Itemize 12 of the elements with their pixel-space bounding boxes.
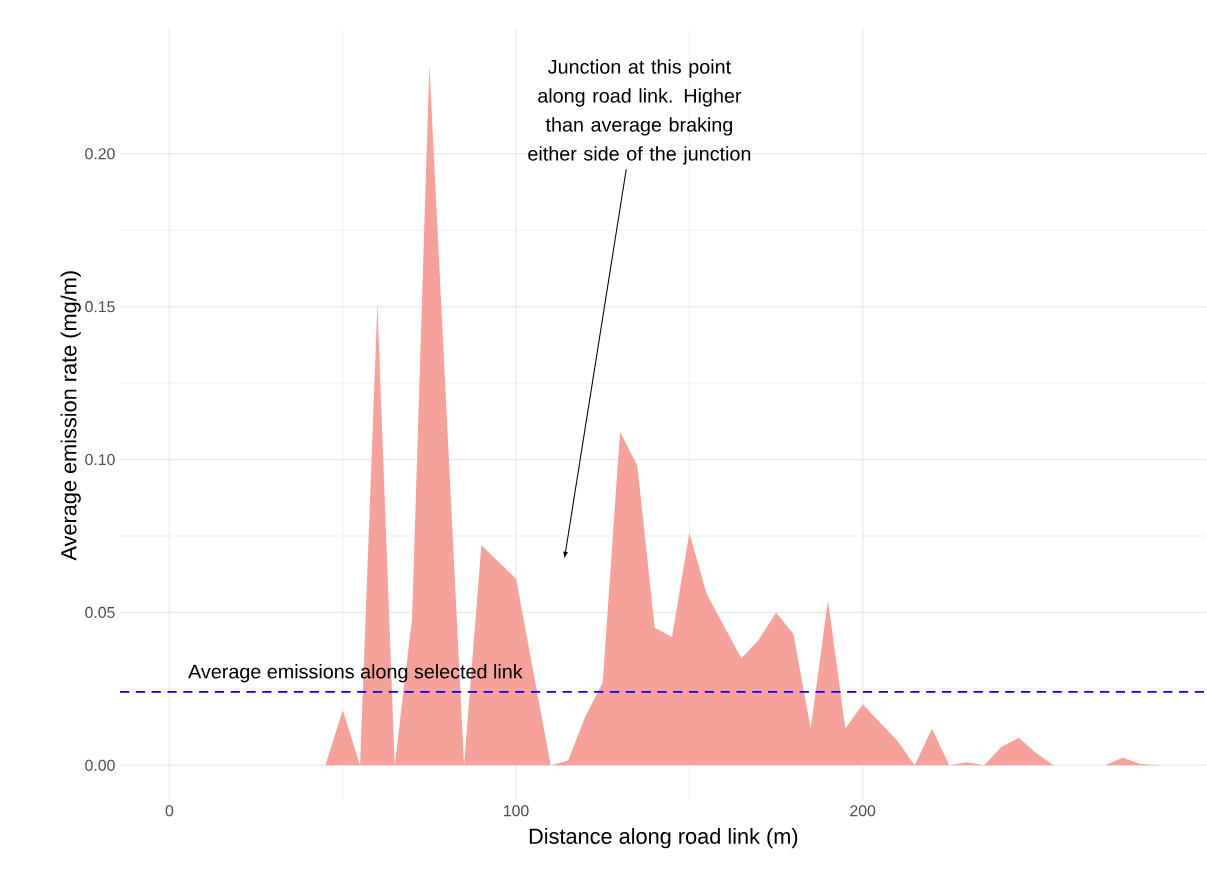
y-tick-label: 0.15: [85, 301, 115, 313]
x-axis-title: Distance along road link (m): [529, 828, 798, 849]
x-tick-label: 0: [165, 805, 174, 817]
y-tick-label: 0.00: [85, 759, 115, 771]
ref-line-label: Average emissions along selected link: [188, 664, 523, 683]
y-axis-title: Average emission rate (mg/m): [60, 271, 81, 561]
x-tick-label: 200: [850, 805, 876, 817]
y-tick-label: 0.20: [85, 148, 115, 160]
y-tick-label: 0.10: [85, 453, 115, 466]
y-tick-label: 0.05: [85, 606, 115, 619]
annotation: Junction at this point along road link. Higher than average braking either side of the junction: [528, 59, 751, 165]
x-tick-label: 100: [504, 805, 529, 817]
